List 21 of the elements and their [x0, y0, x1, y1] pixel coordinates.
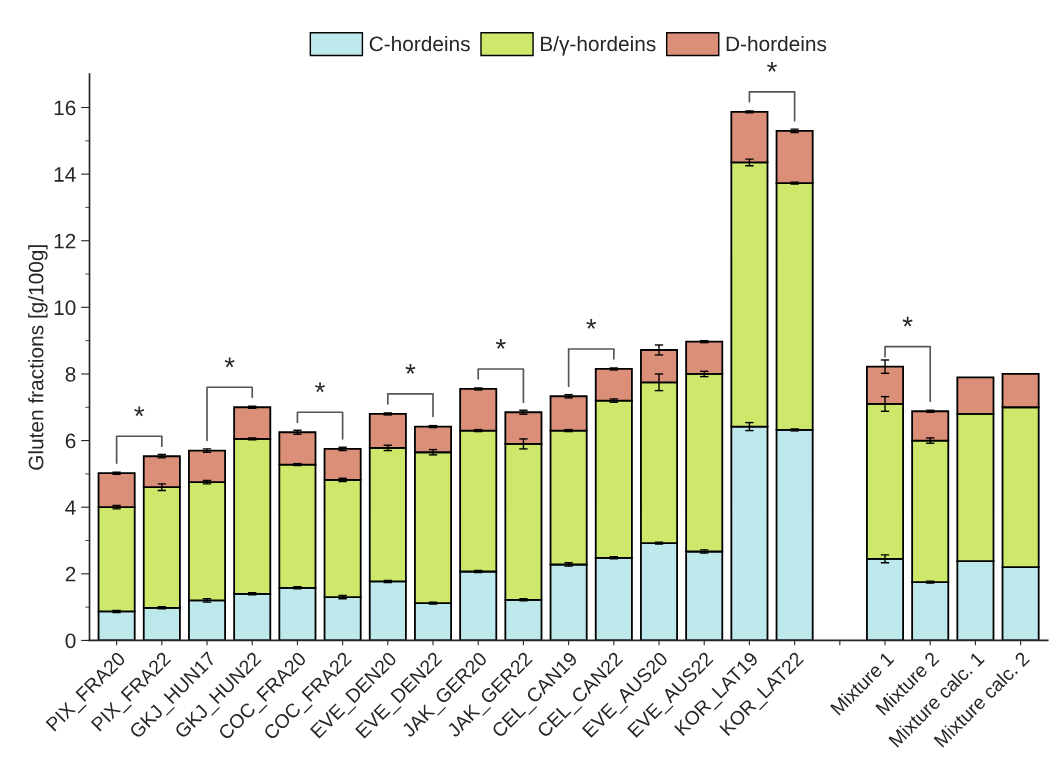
annotation: *	[586, 319, 597, 329]
annotation: *	[315, 382, 325, 393]
y-tick-label: 6	[65, 433, 76, 449]
y-tick-label: 14	[54, 167, 76, 182]
legend-label: D-hordeins	[726, 35, 827, 52]
legend-label: C-hordeins	[369, 35, 470, 52]
y-tick-label: 2	[65, 566, 76, 582]
y-tick-label: 0	[65, 633, 76, 649]
y-axis-title: Gluten fractions [g/100g]	[28, 245, 48, 470]
annotation: *	[902, 316, 913, 327]
legend-label: B/γ-hordeins	[541, 35, 656, 56]
y-tick-label: 4	[65, 500, 76, 515]
y-tick-label: 16	[54, 100, 76, 116]
text: *	[767, 61, 777, 72]
y-tick-label: 12	[54, 233, 76, 249]
annotation: *	[134, 406, 145, 417]
y-tick-label: 10	[54, 300, 76, 316]
annotation: *	[224, 357, 235, 368]
annotation: *	[495, 339, 506, 349]
annotation: *	[405, 364, 416, 374]
y-tick-label: 8	[65, 366, 76, 382]
